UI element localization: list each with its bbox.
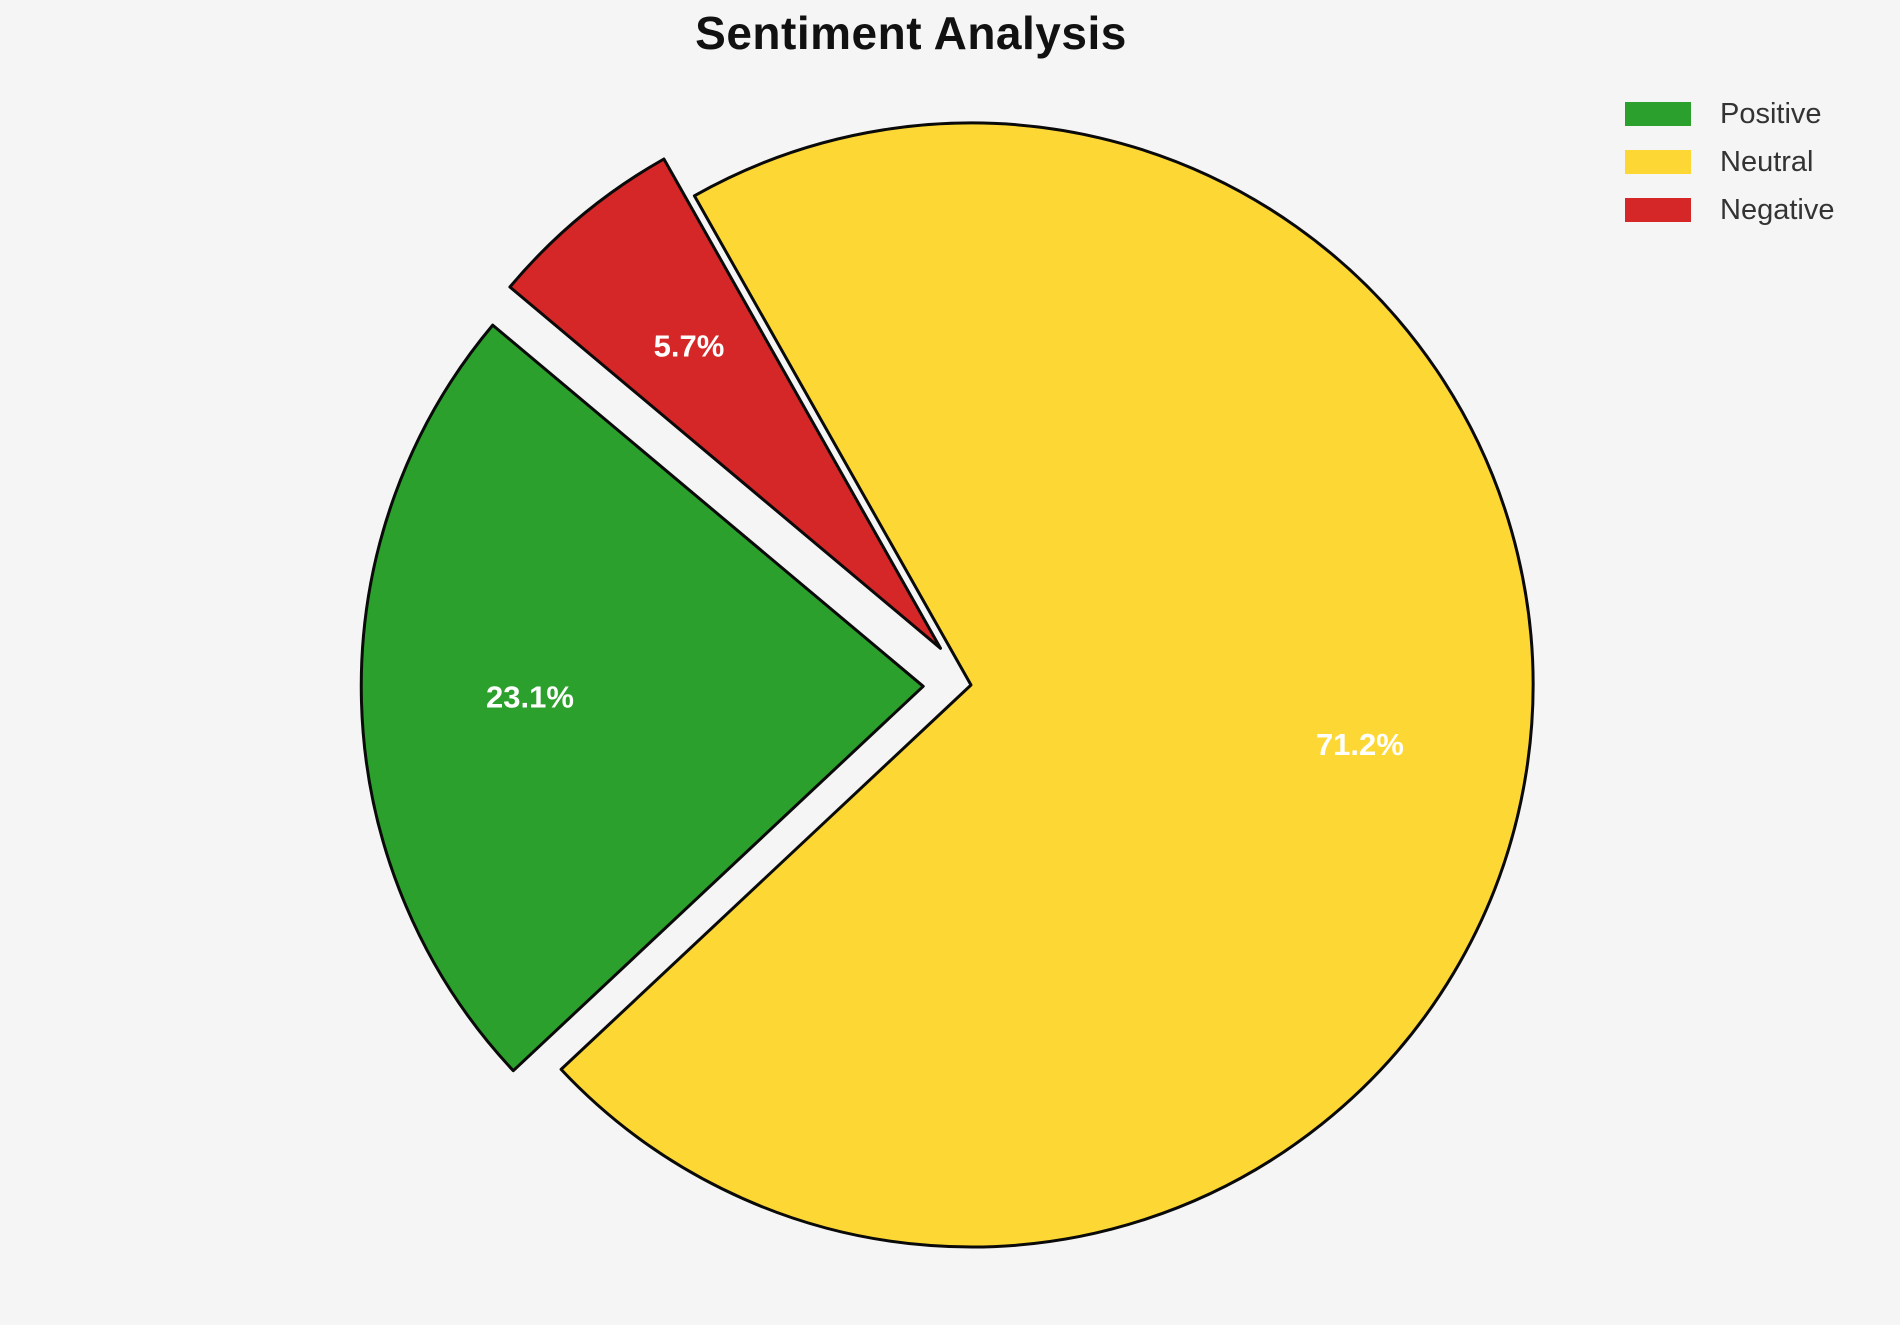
legend-label-negative: Negative (1720, 193, 1835, 226)
pct-label-negative: 5.7% (654, 328, 725, 363)
legend-swatch-positive-icon (1625, 102, 1691, 126)
legend: Positive Neutral Negative (1625, 97, 1835, 226)
pie-slice-negative (508, 157, 942, 650)
legend-label-neutral: Neutral (1720, 145, 1814, 178)
legend-item-neutral: Neutral (1625, 145, 1834, 178)
legend-item-negative: Negative (1625, 193, 1835, 226)
legend-swatch-negative-icon (1625, 198, 1691, 222)
legend-swatch-neutral-icon (1625, 150, 1691, 174)
pie-slice-positive (359, 323, 925, 1073)
legend-label-positive: Positive (1720, 97, 1822, 130)
pct-label-neutral: 71.2% (1316, 727, 1404, 762)
pct-label-positive: 23.1% (486, 680, 574, 715)
pie-slice-neutral (559, 121, 1535, 1249)
chart-title: Sentiment Analysis (695, 7, 1127, 59)
legend-item-positive: Positive (1625, 97, 1834, 130)
